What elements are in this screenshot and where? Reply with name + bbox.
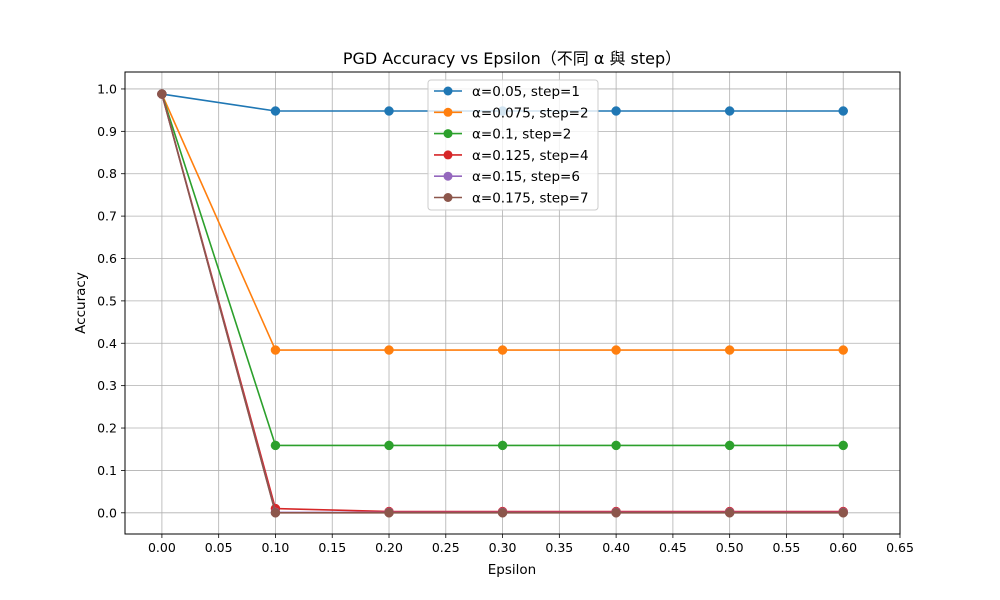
x-tick-label: 0.00 [148, 540, 176, 555]
y-tick-label: 0.3 [97, 378, 117, 393]
y-tick-label: 0.6 [97, 251, 117, 266]
plot-frame [124, 71, 901, 535]
data-point [724, 508, 735, 518]
legend-marker-3 [443, 129, 453, 139]
y-tick-label: 0.2 [97, 421, 117, 436]
legend-marker-5 [443, 171, 453, 181]
data-point [270, 508, 281, 518]
y-tick-label: 0.5 [97, 293, 117, 308]
data-point [838, 345, 848, 355]
legend-entry-4: α=0.125, step=4 [472, 148, 589, 164]
data-point [724, 440, 735, 451]
data-point [611, 106, 621, 116]
y-axis-label: Accuracy [73, 272, 89, 334]
data-point [384, 106, 394, 116]
x-tick-label: 0.65 [886, 540, 914, 555]
data-point [838, 508, 848, 518]
y-tick-label: 0.8 [97, 166, 117, 181]
legend-marker-4 [443, 150, 453, 160]
data-point [270, 106, 281, 116]
legend-entry-2: α=0.075, step=2 [472, 105, 589, 121]
data-point [270, 440, 281, 451]
x-tick-label: 0.50 [716, 540, 744, 555]
data-point [724, 106, 735, 116]
legend-box [427, 79, 599, 211]
x-tick-label: 0.35 [545, 540, 573, 555]
axis-ticks: 0.00 0.05 0.10 0.15 0.20 0.25 0.30 0.35 0.40 0.45… [97, 81, 914, 555]
legend-marker-2 [443, 107, 453, 117]
legend-entry-3: α=0.1, step=2 [472, 127, 571, 143]
x-tick-label: 0.30 [489, 540, 517, 555]
legend-marker-6 [443, 193, 453, 202]
y-tick-label: 0.7 [97, 209, 117, 224]
legend: α=0.05, step=1 α=0.075, step=2 α=0.1, step… [427, 79, 599, 211]
data-point [497, 440, 508, 451]
data-point [611, 508, 621, 518]
legend-entry-1: α=0.05, step=1 [472, 84, 580, 100]
y-tick-label: 1.0 [97, 81, 117, 96]
data-point [611, 345, 621, 355]
x-tick-label: 0.10 [262, 540, 290, 555]
y-tick-label: 0.4 [97, 336, 117, 351]
legend-marker-1 [443, 86, 453, 96]
chart-title: PGD Accuracy vs Epsilon（不同 α 與 step） [343, 49, 681, 68]
x-tick-label: 0.25 [432, 540, 460, 555]
legend-entry-6: α=0.175, step=7 [472, 191, 589, 207]
y-tick-label: 0.0 [97, 505, 117, 520]
data-point [611, 440, 621, 451]
x-tick-label: 0.05 [205, 540, 233, 555]
data-point [384, 440, 394, 451]
y-tick-label: 0.1 [97, 463, 117, 478]
x-tick-label: 0.45 [659, 540, 687, 555]
data-point [497, 345, 508, 355]
data-point [384, 508, 394, 518]
x-tick-label: 0.60 [829, 540, 857, 555]
series-layer [157, 89, 848, 518]
x-axis-label: Epsilon [488, 562, 536, 578]
data-point [838, 106, 848, 116]
x-tick-label: 0.40 [602, 540, 630, 555]
x-tick-label: 0.15 [318, 540, 346, 555]
y-tick-label: 0.9 [97, 124, 117, 139]
data-point [270, 345, 281, 355]
data-point [497, 508, 508, 518]
data-point [157, 89, 167, 99]
data-point [384, 345, 394, 355]
x-tick-label: 0.55 [773, 540, 801, 555]
x-tick-label: 0.20 [375, 540, 403, 555]
legend-entry-5: α=0.15, step=6 [472, 169, 580, 185]
data-point [724, 345, 735, 355]
data-point [838, 440, 848, 451]
